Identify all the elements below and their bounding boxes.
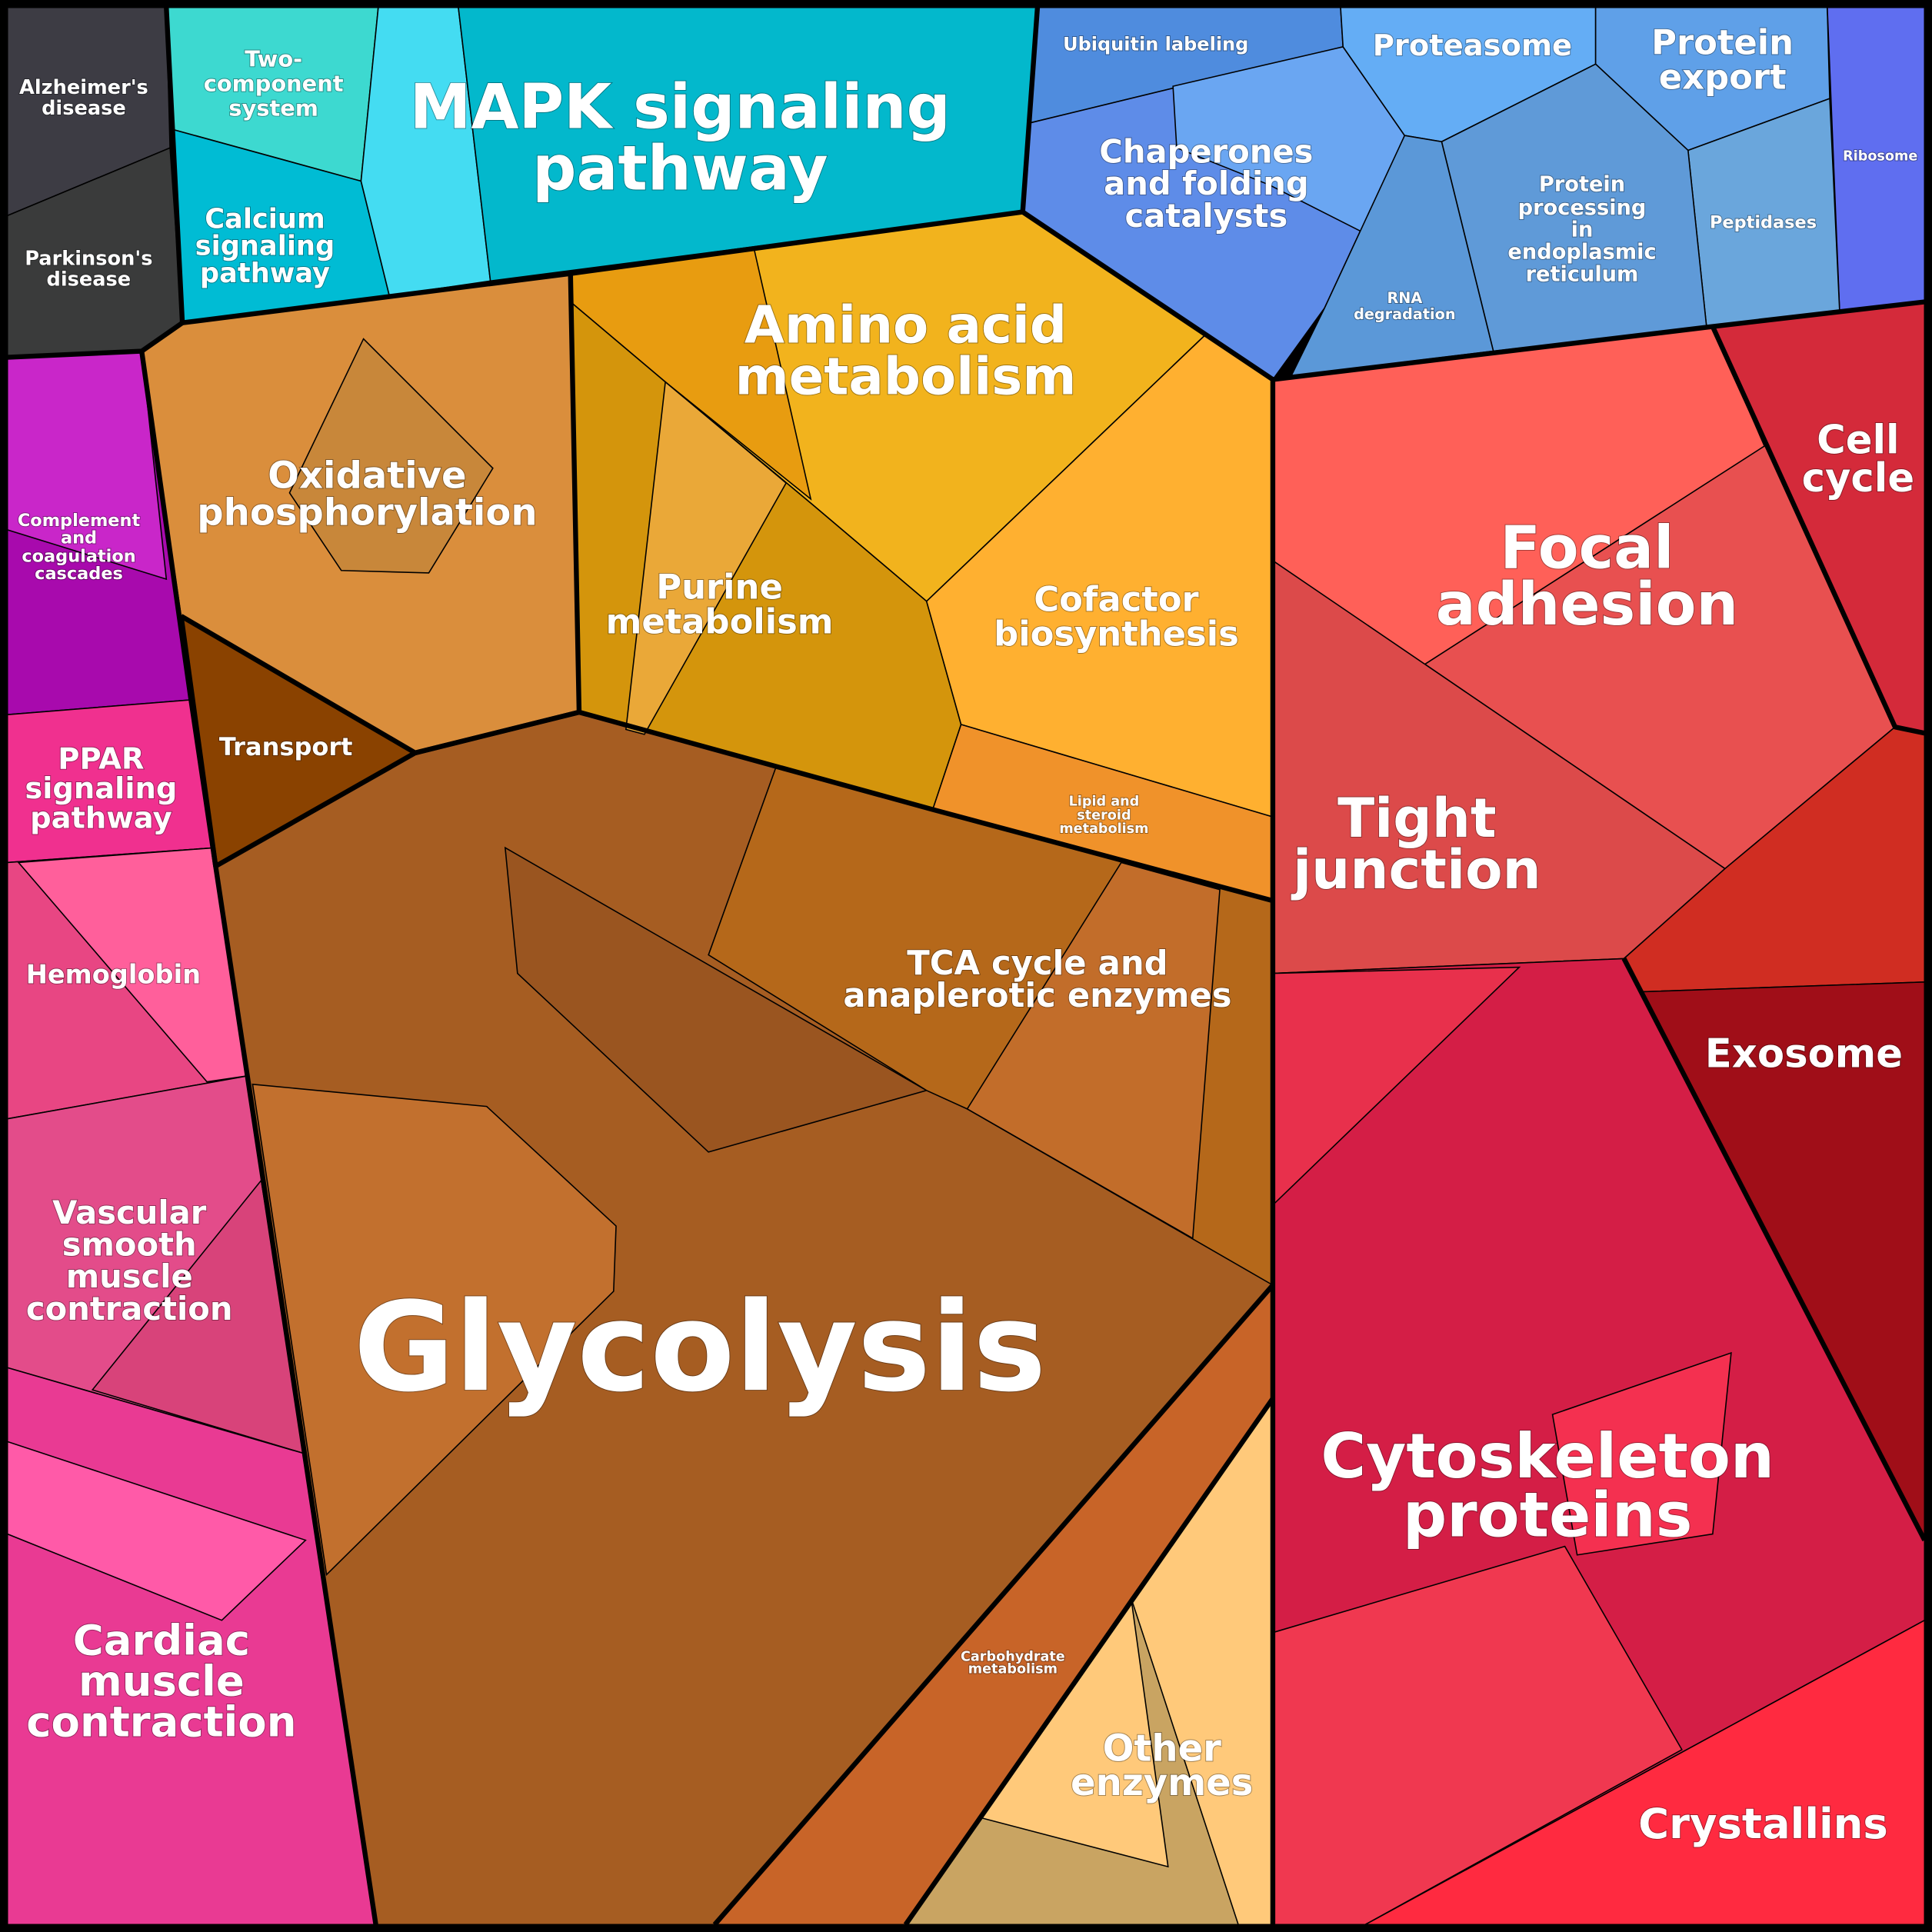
label-mapk: MAPK signaling pathway [410,72,951,205]
label-focal-adhesion: Focal adhesion [1436,515,1738,640]
border-exosome [1621,957,1927,1542]
label-cardiac: Cardiac muscle contraction [26,1616,296,1747]
label-other-enzymes: Other enzymes [1071,1727,1253,1804]
label-lipid: Lipid and steroid metabolism [1059,794,1148,837]
border-structure-inner [1710,325,1926,736]
label-calcium: Calcium signaling pathway [195,203,335,288]
cell-purine-sub [625,381,788,735]
label-proteasome: Proteasome [1373,28,1572,63]
cell-glycolysis-sub [251,1083,617,1577]
label-cytoskeleton: Cytoskeleton proteins [1321,1421,1774,1551]
label-vascular: Vascular smooth muscle contraction [26,1194,233,1327]
label-ubiquitin: Ubiquitin labeling [1063,34,1248,55]
label-protein-processing: Protein processing in endoplasmic reticulum [1507,172,1656,286]
label-tca: TCA cycle and anaplerotic enzymes [843,944,1231,1015]
label-crystallins: Crystallins [1638,1799,1888,1848]
label-cell-cycle: Cell cycle [1802,418,1914,502]
label-peptidases: Peptidases [1710,212,1817,232]
label-two-component: Two-component system [204,46,344,122]
label-ppar: PPAR signaling pathway [25,742,177,836]
border-other [903,1397,1275,1927]
label-rna-degradation: RNA degradation [1354,289,1455,323]
cell-cytoskeleton-sub3 [1551,1351,1732,1556]
label-protein-export: Protein export [1651,22,1794,97]
label-glycolysis: Glycolysis [354,1275,1047,1419]
label-complement: Complement and coagulation cascades [18,511,141,584]
label-amino-acid: Amino acid metabolism [735,295,1077,406]
cell-glycolysis-sub2 [504,846,928,1153]
border-proteostasis [1021,209,1925,382]
label-ribosome: Ribosome [1843,148,1917,164]
border-glyco [712,1283,1275,1927]
label-exosome: Exosome [1705,1031,1903,1077]
label-parkinsons: Parkinson's disease [25,247,152,291]
cell-tca-sub [966,861,1221,1240]
label-purine: Purine metabolism [606,567,834,642]
label-cofactor: Cofactor biosynthesis [994,579,1239,655]
border-neuro [7,7,185,360]
label-hemoglobin: Hemoglobin [26,959,201,989]
border-ox [178,273,582,869]
label-oxidative: Oxidative phosphorylation [197,454,537,534]
label-tight-junction: Tight junction [1291,787,1541,901]
border-signaling [182,7,1041,325]
label-chaperones: Chaperones and folding catalysts [1099,132,1313,234]
label-alzheimers: Alzheimer's disease [19,76,148,120]
label-carbohydrate: Carbohydrate metabolism [961,1650,1065,1677]
label-transport: Transport [219,732,353,761]
cell-oxidative-sub [288,338,494,574]
